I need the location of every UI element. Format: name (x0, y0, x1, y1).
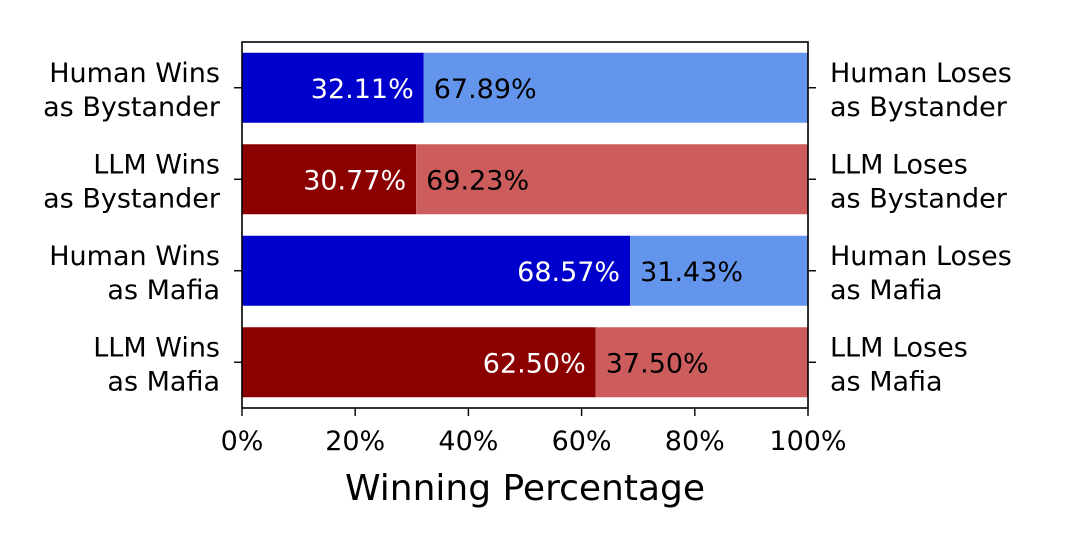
left-category-label-line: LLM Wins (93, 149, 220, 180)
left-category-label: LLM Wins as Mafia (93, 332, 220, 397)
right-category-label-line: as Bystander (830, 183, 1008, 214)
left-category-label-line: Human Wins (49, 241, 220, 272)
x-axis-label: Winning Percentage (345, 468, 705, 509)
right-category-label-line: LLM Loses (830, 332, 968, 363)
win-data-label: 62.50% (483, 348, 586, 379)
bar-lose-segment (630, 235, 808, 306)
right-category-label: LLM Loses as Bystander (830, 149, 1008, 214)
right-category-label-line: Human Loses (830, 241, 1012, 272)
left-category-label-line: as Mafia (107, 275, 220, 306)
bar-win-segment (242, 52, 424, 123)
x-tick-label: 80% (665, 426, 725, 457)
right-category-label: LLM Loses as Mafia (830, 332, 968, 397)
lose-data-label: 37.50% (606, 348, 709, 379)
lose-data-label: 31.43% (640, 257, 743, 288)
right-category-label: Human Loses as Bystander (830, 58, 1012, 123)
bars-layer (242, 52, 808, 398)
right-category-label: Human Loses as Mafia (830, 241, 1012, 306)
lose-data-label: 69.23% (426, 165, 529, 196)
left-category-label: Human Wins as Bystander (43, 58, 221, 123)
x-tick-label: 40% (438, 426, 498, 457)
bar-lose-segment (423, 52, 808, 123)
right-category-label-line: as Bystander (830, 92, 1008, 123)
left-category-label-line: Human Wins (49, 58, 220, 89)
x-tick-label: 20% (325, 426, 385, 457)
right-category-label-line: Human Loses (830, 58, 1012, 89)
left-category-label: Human Wins as Mafia (49, 241, 220, 306)
right-category-label-line: LLM Loses (830, 149, 968, 180)
lose-data-label: 67.89% (434, 74, 537, 105)
left-category-label-line: LLM Wins (93, 332, 220, 363)
labels-layer: 32.11% 67.89%Human Wins as BystanderHuman … (43, 58, 1012, 398)
x-tick-label: 0% (221, 426, 264, 457)
bar-lose-segment (595, 327, 808, 398)
left-category-label-line: as Bystander (43, 183, 221, 214)
plot-frame (241, 41, 809, 409)
win-data-label: 32.11% (311, 74, 414, 105)
right-category-label-line: as Mafia (830, 366, 943, 397)
left-category-label-line: as Mafia (107, 366, 220, 397)
x-tick-label: 100% (769, 426, 846, 457)
bar-win-segment (242, 235, 631, 306)
left-category-label: LLM Wins as Bystander (43, 149, 221, 214)
x-tick-label: 60% (552, 426, 612, 457)
bar-win-segment (242, 144, 417, 215)
x-axis: 0% 20% 40% 60% 80% 100% (221, 87, 847, 457)
win-data-label: 30.77% (303, 165, 406, 196)
bar-lose-segment (416, 144, 808, 215)
left-category-label-line: as Bystander (43, 92, 221, 123)
win-data-label: 68.57% (517, 257, 620, 288)
right-category-label-line: as Mafia (830, 275, 943, 306)
bar-win-segment (242, 327, 596, 398)
